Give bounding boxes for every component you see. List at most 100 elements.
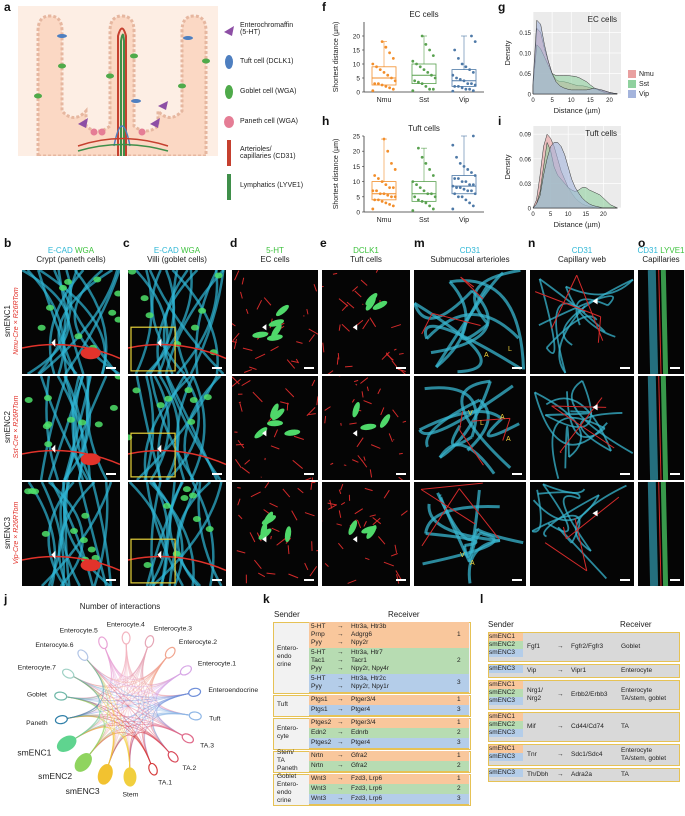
interaction-edge [129, 673, 182, 768]
receptor: Ednrb [351, 729, 369, 736]
interaction-edge [108, 734, 152, 765]
wga-granule [74, 333, 83, 340]
cd31-vessel [647, 482, 659, 586]
arrowhead-icon [51, 550, 56, 559]
cd31-vessel [647, 270, 659, 374]
cd31-vessel [537, 491, 581, 499]
tom-fiber [383, 561, 395, 567]
tom-fiber [322, 342, 325, 353]
interaction-edge [147, 657, 170, 753]
node-smenc1 [56, 735, 77, 752]
interaction-edge [66, 696, 100, 739]
panel-j-title: Number of interactions [79, 602, 161, 611]
panel-label-c: c [123, 236, 130, 250]
interaction-edge [73, 676, 102, 739]
wga-granule [190, 324, 199, 331]
tom-fiber [291, 510, 298, 521]
scale-bar [670, 579, 680, 581]
tom-fiber [392, 409, 399, 418]
micrograph-drawing [533, 379, 634, 479]
tom-fiber [311, 379, 316, 387]
ligand: Wnt3 [311, 775, 327, 782]
target-cell: TA [621, 723, 629, 730]
ecad-membrane [91, 482, 113, 586]
tom-fiber [357, 455, 363, 462]
arrowhead-icon [592, 510, 598, 517]
interaction-edge [66, 676, 100, 700]
tom-fiber [353, 379, 359, 383]
goblet-cell-mark [178, 83, 186, 89]
interaction-edge [89, 693, 189, 755]
interaction-edge [142, 731, 170, 764]
interaction-edge [67, 714, 183, 736]
cd31-vessel [534, 391, 582, 458]
interaction-edge [89, 732, 131, 768]
interaction-edge [66, 673, 182, 700]
tom-fiber [366, 386, 369, 392]
arrow-icon: → → → [337, 623, 344, 646]
interaction-edge [67, 648, 112, 719]
cd31-vessel [424, 386, 478, 438]
tom-fiber [270, 346, 279, 352]
data-point [393, 195, 397, 199]
y-tick-label: 0.06 [519, 157, 531, 163]
interaction-edge [125, 644, 182, 686]
cd31-vessel [422, 532, 496, 566]
ligand: Ptges2 [311, 719, 332, 726]
micrograph-drawing [647, 376, 669, 480]
node-paneth [54, 715, 68, 725]
data-point [415, 183, 418, 187]
arrowhead-icon [157, 550, 162, 559]
receptor: Vipr1 [571, 667, 587, 674]
interaction-edge [108, 644, 127, 765]
interaction-edge [141, 647, 183, 736]
micrograph-drawing [322, 270, 406, 374]
micrograph-drawing [128, 270, 226, 374]
micrograph-ec-row3 [232, 482, 318, 586]
interaction-edge [104, 648, 167, 681]
interaction-edge [104, 647, 148, 678]
sender-smenc: smENC3 [489, 697, 523, 705]
node-label: smENC3 [66, 786, 100, 796]
interaction-edge [125, 644, 131, 768]
interaction-edge [66, 644, 127, 699]
scale-bar [304, 473, 314, 475]
data-point [382, 137, 386, 141]
panel-label-i: i [498, 114, 502, 128]
density-series-vip [532, 19, 618, 95]
panel-label-j: j [4, 592, 8, 606]
ecad-membrane [143, 376, 155, 480]
tom-fiber [234, 270, 240, 281]
tom-fiber [341, 304, 348, 312]
data-point [391, 204, 395, 208]
ecad-membrane [38, 270, 119, 374]
y-tick-label: 5 [356, 194, 360, 201]
tuft-cell-mark [131, 99, 141, 103]
arrow-icon: → [337, 762, 344, 769]
micrograph-drawing [322, 483, 408, 584]
ecad-membrane [47, 482, 66, 586]
tom-fiber [356, 519, 362, 529]
data-point [378, 192, 382, 196]
data-point [382, 192, 386, 196]
interaction-edge [67, 714, 101, 739]
data-point [468, 201, 471, 205]
arteriole-icon [227, 140, 231, 166]
y-tick-label: 10 [353, 179, 361, 186]
wga-granule [188, 492, 197, 499]
marker-cell [263, 511, 274, 526]
data-point [391, 186, 395, 190]
chart-title: Tuft cells [585, 129, 617, 138]
tom-fiber [459, 429, 484, 466]
micrograph-cap-row1 [638, 270, 684, 374]
data-point [417, 146, 420, 150]
data-point [464, 198, 468, 202]
ligand: Nrtn [311, 752, 324, 759]
scale-bar [512, 579, 522, 581]
scale-bar [212, 473, 222, 475]
legend-icons [224, 26, 234, 200]
data-point [373, 82, 377, 85]
tom-fiber [304, 477, 312, 480]
data-point [388, 186, 391, 190]
chart-title: Tuft cells [408, 124, 440, 133]
